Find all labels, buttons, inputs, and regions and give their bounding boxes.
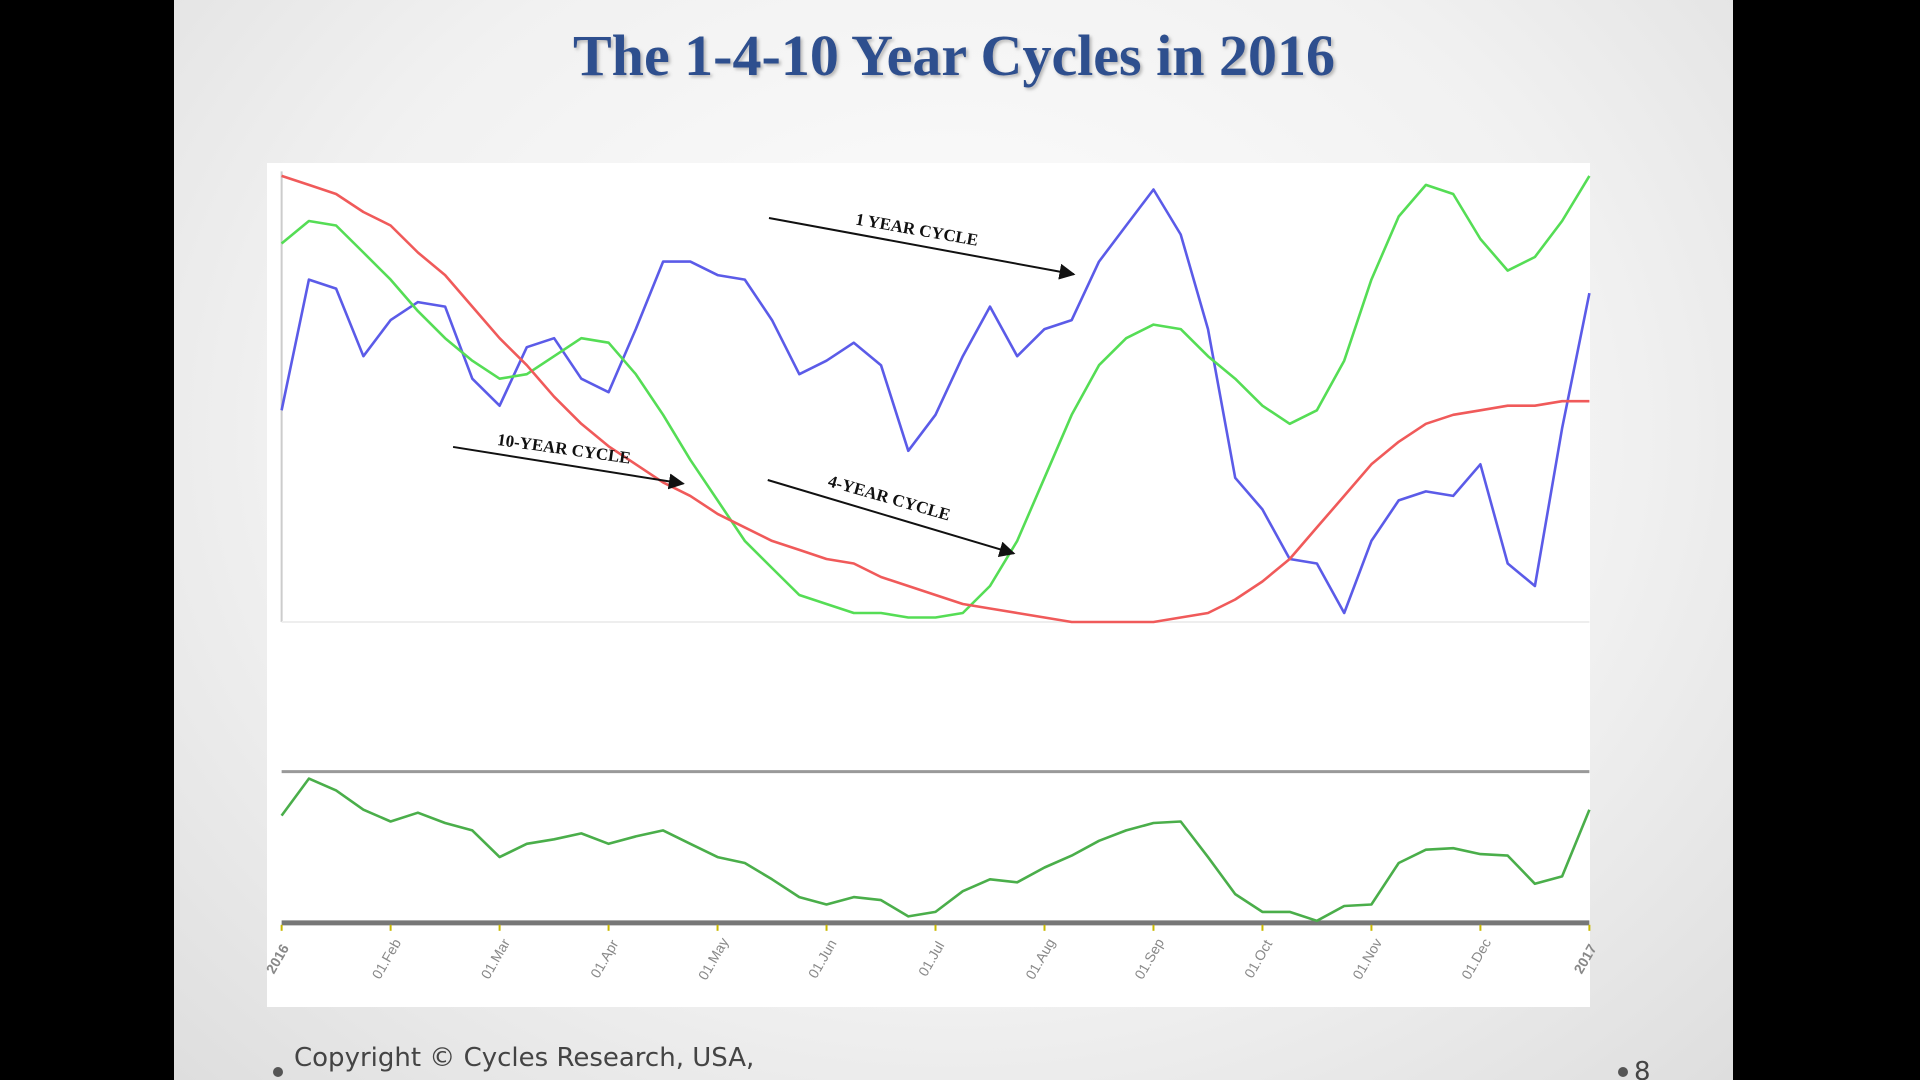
page-number: 8 (1634, 1057, 1651, 1080)
bullet (1618, 1067, 1628, 1077)
series-line (280, 175, 1591, 619)
annotation-arrow (767, 479, 1016, 558)
copyright: Copyright © Cycles Research, USA, (294, 1043, 754, 1073)
plot-background (267, 163, 1590, 1007)
chart-title: The 1-4-10 Year Cycles in 2016 (573, 23, 1335, 88)
annotation-arrow (452, 445, 685, 490)
bullet (273, 1067, 283, 1077)
series-line (280, 188, 1591, 615)
annotation-arrow (768, 216, 1076, 280)
series-line (280, 777, 1591, 923)
series-line (281, 174, 1590, 624)
